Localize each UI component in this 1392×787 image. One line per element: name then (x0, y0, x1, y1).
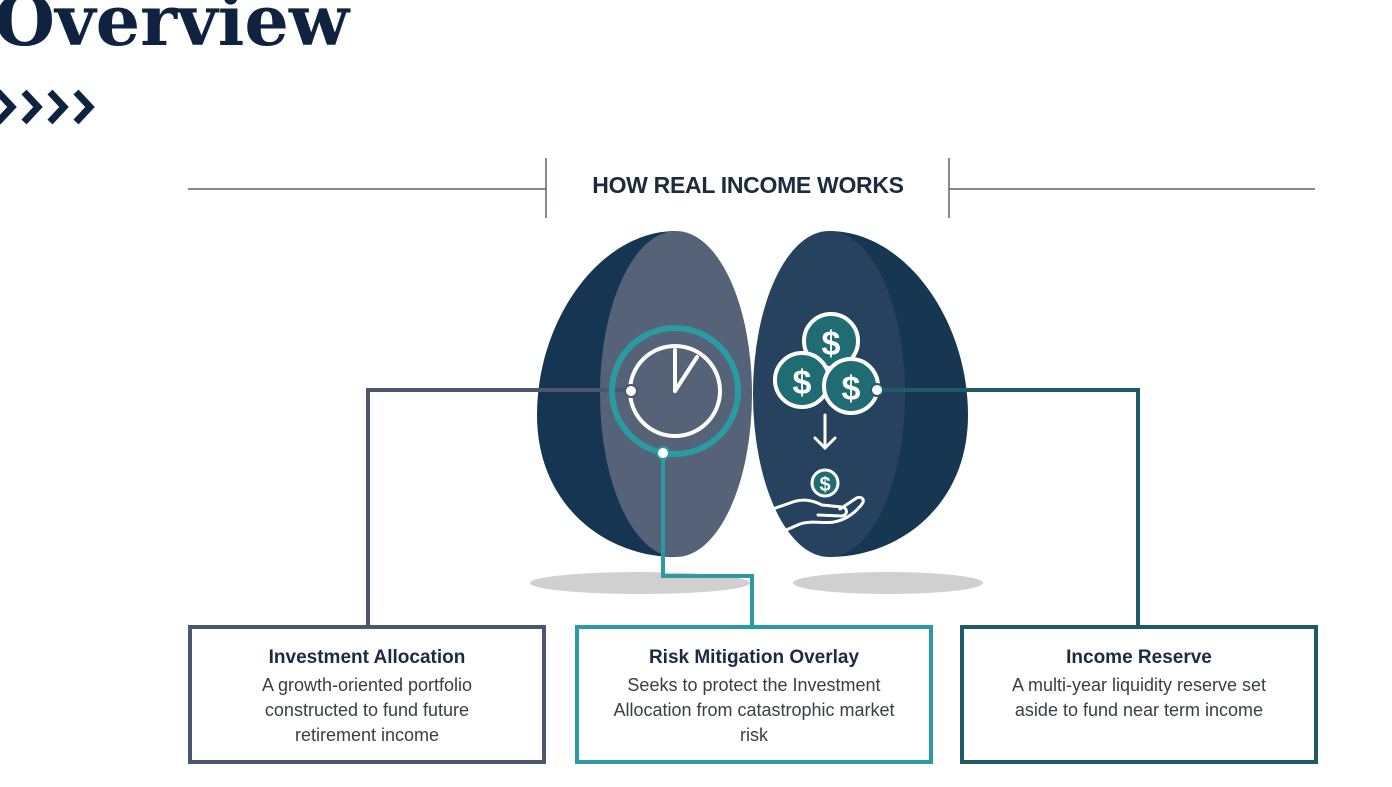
hand-holding-coin-icon: $ (762, 468, 865, 539)
box-description: Seeks to protect the Investment Allocati… (613, 675, 895, 745)
box-description: A multi-year liquidity reserve set aside… (1011, 675, 1267, 720)
down-arrow-icon (813, 413, 837, 451)
risk-mitigation-overlay-box: Risk Mitigation Overlay Seeks to protect… (575, 625, 933, 764)
connector-income-reserve (877, 388, 1140, 627)
income-reserve-box: Income Reserve A multi-year liquidity re… (960, 625, 1318, 764)
page-title: Overview (0, 0, 350, 62)
left-egg (537, 231, 752, 557)
box-title: Income Reserve (1066, 647, 1212, 668)
connector-risk-mitigation (661, 453, 754, 627)
box-description: A growth-oriented portfolio constructed … (261, 675, 473, 745)
box-title: Risk Mitigation Overlay (648, 647, 860, 668)
clock-icon (609, 325, 741, 460)
chevron-arrows-icon (0, 89, 95, 125)
section-heading: HOW REAL INCOME WORKS (592, 172, 904, 198)
investment-allocation-box: Investment Allocation A growth-oriented … (188, 625, 546, 764)
heading-rules (188, 158, 1315, 218)
coin-dollar-hand: $ (819, 474, 830, 496)
coin-dollar-top: $ (822, 325, 841, 363)
coin-dollar-right: $ (842, 370, 861, 408)
box-title: Investment Allocation (268, 647, 466, 668)
right-egg-shadow (793, 572, 983, 594)
coin-dollar-left: $ (793, 364, 812, 402)
connector-investment-allocation (366, 388, 631, 627)
coins-stack-icon: $ $ $ (773, 312, 884, 415)
